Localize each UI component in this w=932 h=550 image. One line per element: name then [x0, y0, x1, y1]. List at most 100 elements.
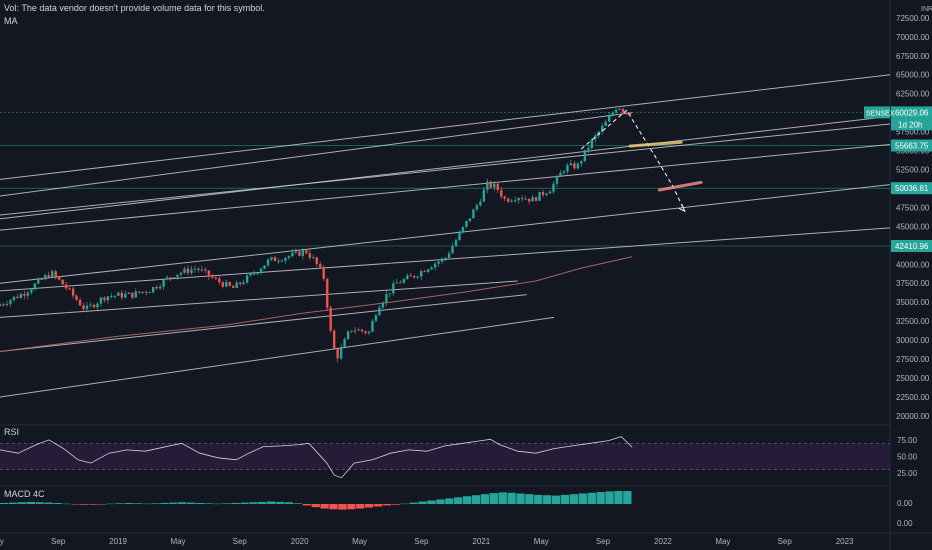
price-level-badge-label: 55663.75 — [895, 142, 929, 151]
candle-body — [468, 218, 472, 221]
rsi-legend[interactable]: RSI — [4, 427, 20, 437]
time-tick-label: 2021 — [472, 537, 490, 546]
projection-mark — [657, 180, 703, 192]
macd-legend[interactable]: MACD 4C — [4, 489, 45, 499]
candle-body — [64, 284, 68, 289]
time-tick-label: Sep — [233, 537, 248, 546]
macd-histogram-bar — [587, 492, 596, 504]
macd-histogram-bar — [124, 502, 133, 504]
candle-body — [538, 191, 541, 201]
macd-histogram-bar — [445, 498, 454, 504]
price-tick-label: 62500.00 — [896, 90, 930, 99]
candle-body — [287, 256, 291, 258]
candle-body — [332, 330, 336, 349]
price-tick-label: 65000.00 — [896, 71, 930, 80]
candle-body — [621, 108, 625, 113]
projection-mark — [628, 140, 683, 148]
candle-body — [131, 292, 134, 298]
price-level-badge — [891, 139, 932, 152]
macd-histogram-bar — [365, 504, 374, 508]
candle-body — [225, 282, 228, 287]
macd-histogram-bar — [320, 504, 329, 509]
candle-body — [534, 197, 538, 201]
macd-histogram-bar — [240, 502, 249, 504]
price-tick-label: 67500.00 — [896, 52, 930, 61]
channel-trendline — [0, 143, 891, 231]
candle-body — [357, 329, 360, 331]
countdown-badge-label: 1d 20h — [898, 120, 922, 129]
candle-body — [385, 294, 388, 303]
price-tick-label: 35000.00 — [896, 298, 930, 307]
time-tick-label: May — [534, 537, 549, 546]
candle-body — [5, 303, 9, 305]
price-level-badge-label: 50036.81 — [895, 184, 929, 193]
macd-histogram-bar — [186, 502, 196, 504]
candle-body — [346, 331, 350, 339]
candle-body — [138, 291, 141, 293]
candle-body — [548, 191, 552, 194]
candle-body — [430, 267, 433, 270]
candle-body — [280, 260, 284, 262]
candle-body — [249, 273, 252, 276]
macd-histogram-bar — [169, 502, 178, 504]
candle-body — [228, 282, 231, 286]
price-tick-label: 52500.00 — [896, 166, 930, 175]
candle-body — [169, 277, 172, 279]
macd-histogram-bar — [462, 496, 472, 504]
candle-body — [496, 183, 499, 191]
candle-body — [517, 197, 520, 201]
candle-body — [406, 275, 409, 280]
candle-body — [284, 257, 287, 261]
macd-histogram-bar — [17, 502, 27, 504]
macd-histogram-bar — [436, 499, 445, 504]
candle-body — [204, 269, 207, 271]
candle-body — [486, 181, 489, 190]
candle-body — [326, 278, 329, 308]
ma-legend[interactable]: MA — [4, 16, 18, 26]
macd-histogram-bar — [498, 492, 507, 504]
candle-body — [489, 181, 493, 188]
candle-body — [395, 282, 399, 284]
macd-histogram-bar — [382, 504, 392, 506]
candle-body — [413, 275, 416, 278]
candle-body — [19, 294, 23, 298]
macd-histogram-bar — [133, 503, 142, 504]
macd-histogram-bar — [329, 504, 338, 510]
symbol-badge-label: SENSEX — [866, 110, 895, 117]
candle-body — [569, 163, 573, 166]
macd-histogram-bar — [560, 494, 570, 504]
candle-body — [235, 282, 238, 288]
candle-body — [75, 295, 78, 300]
candle-body — [350, 330, 353, 332]
candle-body — [399, 282, 402, 284]
candle-body — [590, 139, 593, 149]
macd-histogram-bar — [71, 504, 80, 505]
candle-body — [245, 275, 249, 283]
rsi-tick-label: 50.00 — [897, 453, 918, 462]
candle-body — [312, 257, 315, 259]
time-tick-label: May — [352, 537, 367, 546]
macd-histogram-bar — [284, 502, 294, 504]
price-tick-label: 70000.00 — [896, 33, 930, 42]
candle-body — [85, 305, 89, 310]
macd-histogram-bar — [26, 501, 36, 504]
macd-histogram-bar — [258, 501, 267, 504]
price-level-badge — [891, 240, 932, 253]
candle-body — [26, 292, 30, 296]
macd-histogram-bar — [89, 504, 98, 505]
time-tick-label: May — [170, 537, 185, 546]
candle-body — [367, 331, 371, 334]
candle-body — [461, 226, 465, 233]
countdown-badge — [891, 118, 932, 131]
candle-body — [61, 279, 64, 285]
candle-body — [47, 275, 50, 278]
price-tick-label: 37500.00 — [896, 279, 930, 288]
candle-body — [200, 269, 204, 271]
macd-histogram-bar — [115, 503, 125, 504]
macd-histogram-bar — [267, 501, 276, 504]
channel-trendline — [0, 184, 891, 284]
candle-body — [604, 121, 607, 126]
candle-body — [458, 232, 461, 241]
candle-body — [57, 276, 61, 280]
